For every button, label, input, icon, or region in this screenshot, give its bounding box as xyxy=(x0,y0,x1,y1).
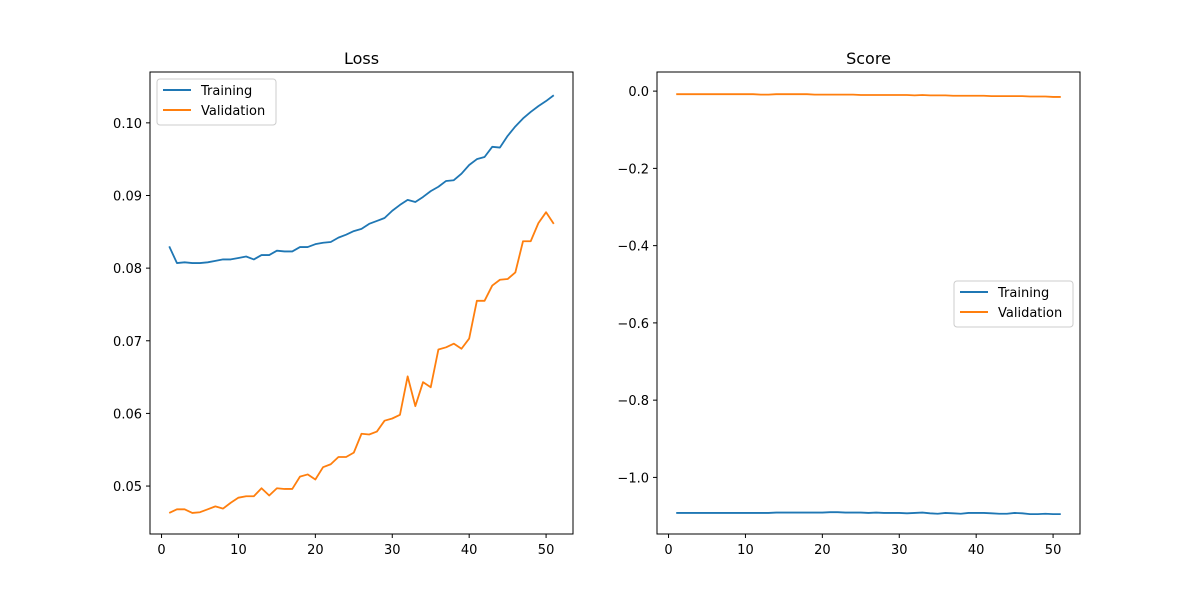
score-legend-label-training: Training xyxy=(997,286,1049,301)
loss-x-tick-label: 50 xyxy=(538,543,555,558)
loss-y-tick-label: 0.10 xyxy=(113,117,142,132)
score-x-tick-label: 20 xyxy=(814,543,831,558)
score-legend-label-validation: Validation xyxy=(998,306,1062,321)
score-x-tick-label: 40 xyxy=(968,543,985,558)
loss-x-tick-label: 20 xyxy=(307,543,324,558)
loss-title: Loss xyxy=(344,49,379,68)
score-y-tick-label: −1.0 xyxy=(617,471,649,486)
loss-y-tick-label: 0.07 xyxy=(113,335,142,350)
score-axes-frame xyxy=(656,71,1081,535)
score-legend: Training Validation xyxy=(953,280,1074,328)
loss-panel: Loss 0 10 20 30 40 50 0.05 0.06 0.07 0.08 0.09 0.10 T… xyxy=(113,49,574,558)
loss-legend-label-validation: Validation xyxy=(201,104,265,119)
score-panel: Score 0 10 20 30 40 50 0.0 −0.2 −0.4 −0.6 −0.8 −1.0 T… xyxy=(617,49,1081,558)
loss-y-tick-label: 0.08 xyxy=(113,262,142,277)
loss-training-line xyxy=(168,94,555,264)
loss-y-tick-label: 0.05 xyxy=(113,480,142,495)
score-x-tick-label: 30 xyxy=(891,543,908,558)
score-x-tick-label: 0 xyxy=(664,543,672,558)
loss-y-tick-label: 0.09 xyxy=(113,189,142,204)
loss-x-tick-label: 0 xyxy=(157,543,165,558)
loss-y-tick-label: 0.06 xyxy=(113,407,142,422)
loss-axes-frame xyxy=(149,71,574,535)
score-y-tick-label: 0.0 xyxy=(628,85,649,100)
score-validation-line xyxy=(676,93,1061,98)
score-y-tick-label: −0.4 xyxy=(617,240,649,255)
score-y-tick-label: −0.8 xyxy=(617,394,649,409)
loss-x-tick-label: 40 xyxy=(461,543,478,558)
loss-x-tick-label: 30 xyxy=(384,543,401,558)
score-y-tick-label: −0.6 xyxy=(617,317,649,332)
score-x-tick-label: 10 xyxy=(737,543,754,558)
loss-legend-label-training: Training xyxy=(200,84,252,99)
score-y-tick-label: −0.2 xyxy=(617,162,649,177)
score-x-tick-label: 50 xyxy=(1045,543,1062,558)
score-training-line xyxy=(676,511,1061,516)
loss-x-tick-label: 10 xyxy=(230,543,247,558)
score-title: Score xyxy=(846,49,891,68)
loss-legend: Training Validation xyxy=(156,78,277,126)
loss-validation-line xyxy=(168,211,555,514)
